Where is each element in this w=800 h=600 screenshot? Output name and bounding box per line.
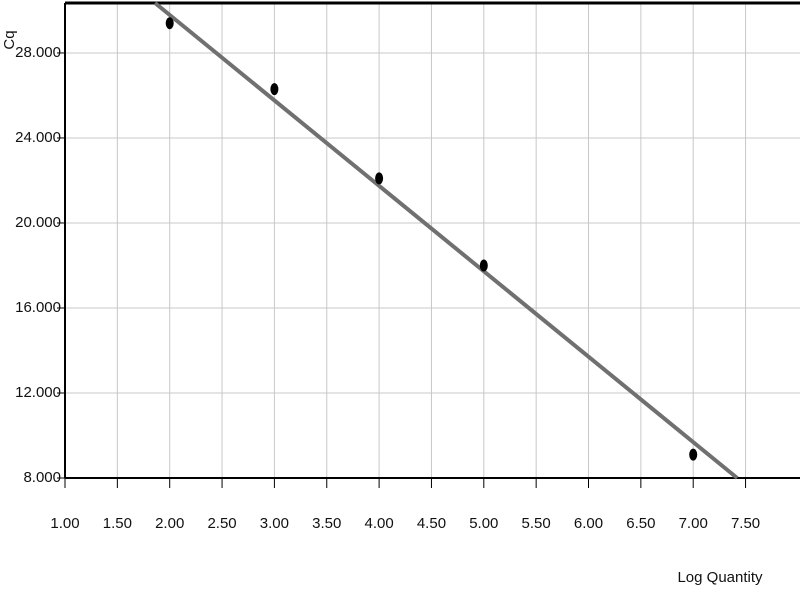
y-tick-label: 8.000 — [23, 469, 61, 486]
x-tick-label: 4.50 — [417, 515, 446, 532]
y-tick-label: 24.000 — [15, 129, 61, 146]
x-tick-label: 2.50 — [207, 515, 236, 532]
x-tick-label: 2.00 — [155, 515, 184, 532]
data-point — [375, 172, 384, 185]
fit-line — [153, 1, 739, 480]
x-tick-label: 1.50 — [103, 515, 132, 532]
x-tick-label: 4.00 — [365, 515, 394, 532]
x-tick-label: 1.00 — [50, 515, 79, 532]
y-tick-label: 20.000 — [15, 214, 61, 231]
data-point — [689, 448, 698, 461]
y-tick-label: 16.000 — [15, 299, 61, 316]
y-tick-label: 12.000 — [15, 384, 61, 401]
y-tick-label: 28.000 — [15, 44, 61, 61]
data-point — [270, 83, 279, 96]
x-tick-label: 3.50 — [312, 515, 341, 532]
data-point — [479, 259, 488, 272]
x-tick-label: 6.50 — [626, 515, 655, 532]
data-point — [165, 17, 174, 30]
x-axis-label: Log Quantity — [677, 569, 763, 586]
x-tick-label: 5.50 — [522, 515, 551, 532]
x-tick-label: 3.00 — [260, 515, 289, 532]
x-tick-label: 7.00 — [679, 515, 708, 532]
y-axis-label: Cq — [1, 30, 18, 49]
x-tick-label: 7.50 — [731, 515, 760, 532]
x-tick-label: 6.00 — [574, 515, 603, 532]
x-tick-label: 5.00 — [469, 515, 498, 532]
